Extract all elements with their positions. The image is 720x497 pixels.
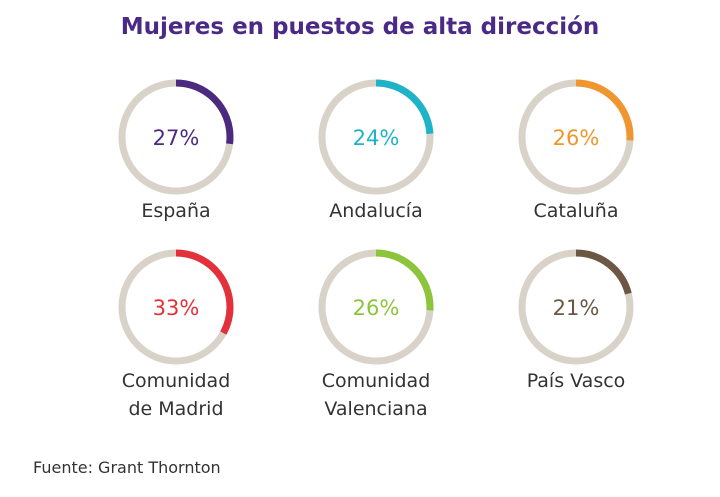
value-label: 27% (153, 126, 200, 150)
category-label: Andalucía (329, 200, 422, 222)
donut-arc (118, 249, 234, 365)
category-label: Comunidad (122, 370, 231, 392)
value-label: 21% (553, 296, 600, 320)
value-label: 26% (353, 296, 400, 320)
donut-arc (318, 79, 434, 195)
donut-arc (318, 249, 434, 365)
donut-arc (518, 249, 634, 365)
category-label: de Madrid (128, 398, 223, 420)
chart-title: Mujeres en puestos de alta dirección (120, 14, 600, 40)
value-label: 26% (553, 126, 600, 150)
category-label: España (141, 200, 210, 222)
category-label: Cataluña (533, 200, 618, 222)
donut-5: 26% Comunidad Valenciana (318, 249, 434, 420)
category-label: Comunidad (322, 370, 431, 392)
donut-1: 27% España (118, 79, 234, 222)
value-label: 33% (153, 296, 200, 320)
donut-arc (518, 79, 634, 195)
category-label: País Vasco (527, 370, 626, 392)
donut-6: 21% País Vasco (518, 249, 634, 392)
donut-2: 24% Andalucía (318, 79, 434, 222)
category-label: Valenciana (324, 398, 427, 420)
donut-4: 33% Comunidad de Madrid (118, 249, 234, 420)
source-note: Fuente: Grant Thornton (33, 458, 221, 477)
donut-3: 26% Cataluña (518, 79, 634, 222)
value-label: 24% (353, 126, 400, 150)
donut-arc (118, 79, 234, 195)
